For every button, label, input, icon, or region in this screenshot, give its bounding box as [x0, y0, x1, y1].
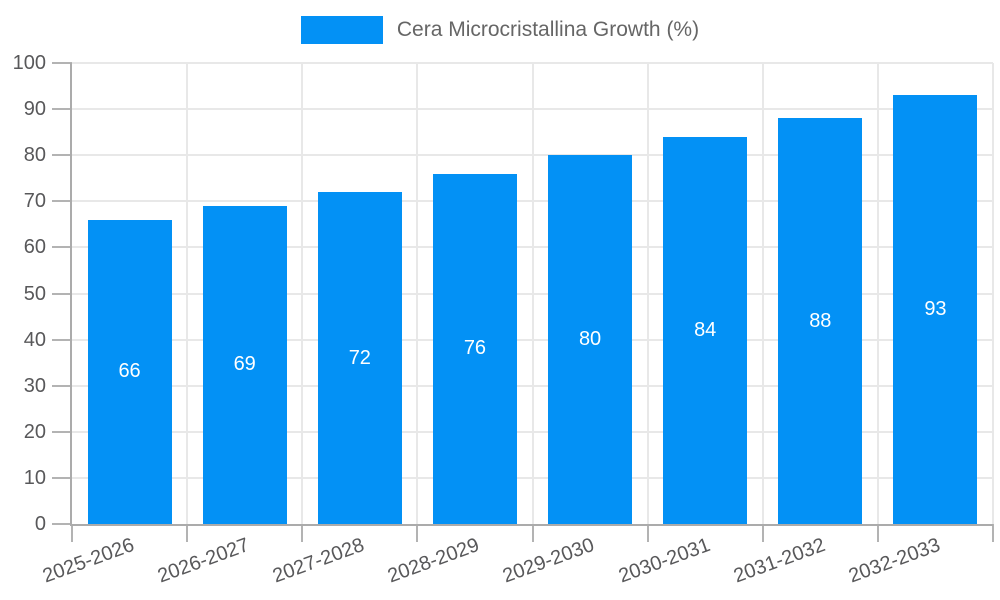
gridline-vertical [531, 63, 534, 524]
y-axis-tick [52, 154, 72, 157]
bar-value-label: 69 [233, 353, 256, 376]
y-axis-tick-label: 100 [12, 52, 46, 74]
bar[interactable]: 93 [893, 95, 978, 524]
bar-value-label: 76 [463, 337, 487, 360]
x-axis-category-label: 2031-2032 [730, 534, 828, 588]
x-axis-tick [992, 524, 994, 542]
bar[interactable]: 84 [663, 136, 748, 524]
bar[interactable]: 69 [202, 205, 287, 524]
y-axis-tick-label: 0 [34, 513, 46, 535]
y-axis-tick-label: 80 [23, 144, 46, 167]
x-axis-tick [876, 524, 879, 542]
x-axis-line [70, 524, 993, 526]
y-axis-tick [52, 523, 72, 525]
y-axis-tick [52, 62, 72, 64]
y-axis-tick-label: 90 [23, 98, 46, 121]
bar-value-label: 72 [348, 346, 371, 369]
gridline-vertical [992, 63, 994, 524]
x-axis-category-label: 2025-2026 [39, 534, 138, 588]
x-axis-tick [531, 524, 534, 542]
x-axis-category-label: 2026-2027 [154, 534, 253, 588]
bar[interactable]: 80 [548, 155, 633, 524]
y-axis-line [70, 63, 72, 524]
x-axis-category-label: 2032-2033 [845, 534, 943, 588]
y-axis-tick-label: 30 [23, 374, 46, 397]
gridline-vertical [416, 63, 419, 524]
bar[interactable]: 76 [432, 173, 517, 524]
y-axis-tick [52, 430, 72, 433]
y-axis-tick-label: 50 [23, 282, 46, 305]
y-axis-tick [52, 108, 72, 111]
bar-value-label: 84 [694, 318, 717, 341]
x-axis-tick [71, 524, 73, 542]
x-axis-category-label: 2028-2029 [385, 534, 483, 588]
y-axis-tick-label: 40 [23, 328, 46, 351]
x-axis-tick [761, 524, 764, 542]
chart-legend[interactable]: Cera Microcristallina Growth (%) [0, 16, 1000, 44]
y-axis-tick-label: 10 [23, 466, 46, 489]
x-axis-category-label: 2029-2030 [500, 534, 598, 588]
y-axis-tick [52, 200, 72, 203]
y-axis-tick [52, 292, 72, 295]
x-axis-category-label: 2027-2028 [269, 534, 368, 588]
y-axis-tick-label: 60 [23, 236, 46, 259]
bar-value-label: 80 [578, 328, 602, 351]
x-axis-tick [416, 524, 419, 542]
x-axis-tick [646, 524, 649, 542]
bar[interactable]: 72 [317, 192, 402, 524]
bar-value-label: 66 [118, 360, 141, 383]
bar[interactable]: 66 [87, 219, 172, 524]
gridline-vertical [646, 63, 649, 524]
y-axis-tick-label: 70 [23, 190, 46, 213]
x-axis-tick [301, 524, 304, 542]
gridline-vertical [301, 63, 304, 524]
y-axis-tick [52, 476, 72, 479]
y-axis-tick [52, 338, 72, 341]
legend-series-label: Cera Microcristallina Growth (%) [396, 18, 700, 41]
bar-value-label: 93 [924, 298, 947, 321]
gridline-vertical [876, 63, 879, 524]
legend-swatch-icon [300, 16, 383, 44]
gridline-vertical [761, 63, 764, 524]
x-axis-category-label: 2030-2031 [615, 534, 713, 588]
bar[interactable]: 88 [778, 118, 863, 524]
gridline-vertical [186, 63, 189, 524]
y-axis-tick [52, 384, 72, 387]
y-axis-tick [52, 246, 72, 249]
y-axis-tick-label: 20 [23, 420, 46, 443]
x-axis-tick [186, 524, 189, 542]
bar-value-label: 88 [809, 309, 832, 332]
